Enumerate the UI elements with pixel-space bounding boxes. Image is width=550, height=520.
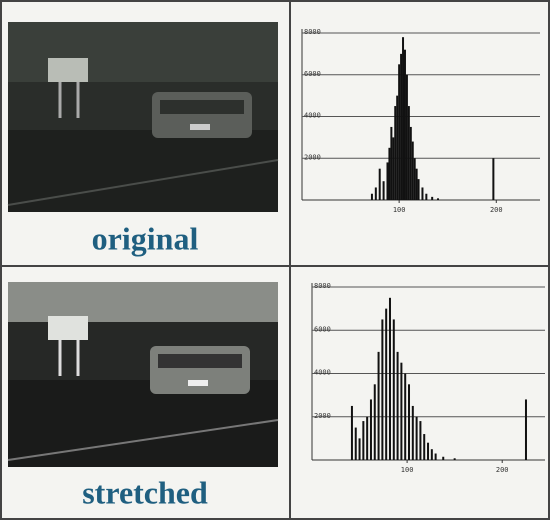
histogram-bar xyxy=(418,179,420,200)
histogram-bar xyxy=(390,127,392,200)
histogram-bar xyxy=(366,417,368,460)
histogram-bar xyxy=(396,96,398,200)
histogram-bar xyxy=(408,384,410,460)
histogram-bar xyxy=(383,181,385,200)
histogram-bar xyxy=(431,449,433,460)
y-tick-label: 2000 xyxy=(314,412,331,420)
x-tick-label: 200 xyxy=(496,466,509,474)
y-tick-label: 4000 xyxy=(314,369,331,377)
histogram-bar xyxy=(412,142,414,200)
histogram-bar xyxy=(370,399,372,460)
histogram-bar xyxy=(435,454,437,460)
histogram-bar xyxy=(404,374,406,461)
histogram-bar xyxy=(394,106,396,200)
histogram-bar xyxy=(355,428,357,460)
histogram-bar xyxy=(492,158,494,200)
histogram-bar xyxy=(393,319,395,460)
histogram-bar xyxy=(379,169,381,200)
histogram-bar xyxy=(427,443,429,460)
histogram-bar xyxy=(398,64,400,200)
histogram-bar xyxy=(410,127,412,200)
photo-original xyxy=(8,22,278,212)
histogram-bar xyxy=(421,187,423,200)
histogram-bar xyxy=(442,457,444,460)
histogram-bar xyxy=(371,194,373,200)
histogram-bar xyxy=(425,194,427,200)
histogram-bar xyxy=(454,458,456,460)
histogram-bar xyxy=(388,148,390,200)
histogram-bar xyxy=(416,169,418,200)
histogram-bar xyxy=(386,162,388,200)
x-tick-label: 200 xyxy=(490,206,503,214)
histogram-bar xyxy=(375,187,377,200)
histogram-bar xyxy=(392,137,394,200)
histogram-bar xyxy=(423,434,425,460)
histogram-bar xyxy=(385,309,387,460)
histogram-bar xyxy=(414,158,416,200)
photo-stretched xyxy=(8,282,278,467)
caption: original xyxy=(92,220,199,256)
caption: stretched xyxy=(82,474,208,510)
y-tick-label: 2000 xyxy=(304,153,321,161)
histogram-bar xyxy=(374,384,376,460)
histogram-bar xyxy=(406,75,408,200)
histogram-bar xyxy=(431,197,433,200)
histogram-bar xyxy=(412,406,414,460)
histogram-bar xyxy=(400,363,402,460)
y-tick-label: 6000 xyxy=(314,325,331,333)
x-tick-label: 100 xyxy=(393,206,406,214)
y-tick-label: 6000 xyxy=(304,70,321,78)
histogram-bar xyxy=(416,417,418,460)
histogram-bar xyxy=(402,37,404,200)
histogram-bar xyxy=(525,399,527,460)
histogram-bar xyxy=(397,352,399,460)
figure-svg: original stretched 2000 4000 6000 8000 100 20… xyxy=(0,0,550,520)
x-tick-label: 100 xyxy=(401,466,414,474)
histogram-bar xyxy=(359,438,361,460)
histogram-bar xyxy=(389,298,391,460)
histogram-bar xyxy=(351,406,353,460)
histogram-bar xyxy=(362,421,364,460)
histogram-bar xyxy=(437,198,439,200)
y-tick-label: 8000 xyxy=(314,282,331,290)
figure: original stretched 2000 4000 6000 8000 100 20… xyxy=(0,0,550,520)
histogram-bar xyxy=(400,54,402,200)
histogram-bar xyxy=(408,106,410,200)
y-tick-label: 8000 xyxy=(304,28,321,36)
histogram-bar xyxy=(419,421,421,460)
histogram-bar xyxy=(381,319,383,460)
histogram-bar xyxy=(404,50,406,200)
histogram-bar xyxy=(378,352,380,460)
y-tick-label: 4000 xyxy=(304,112,321,120)
